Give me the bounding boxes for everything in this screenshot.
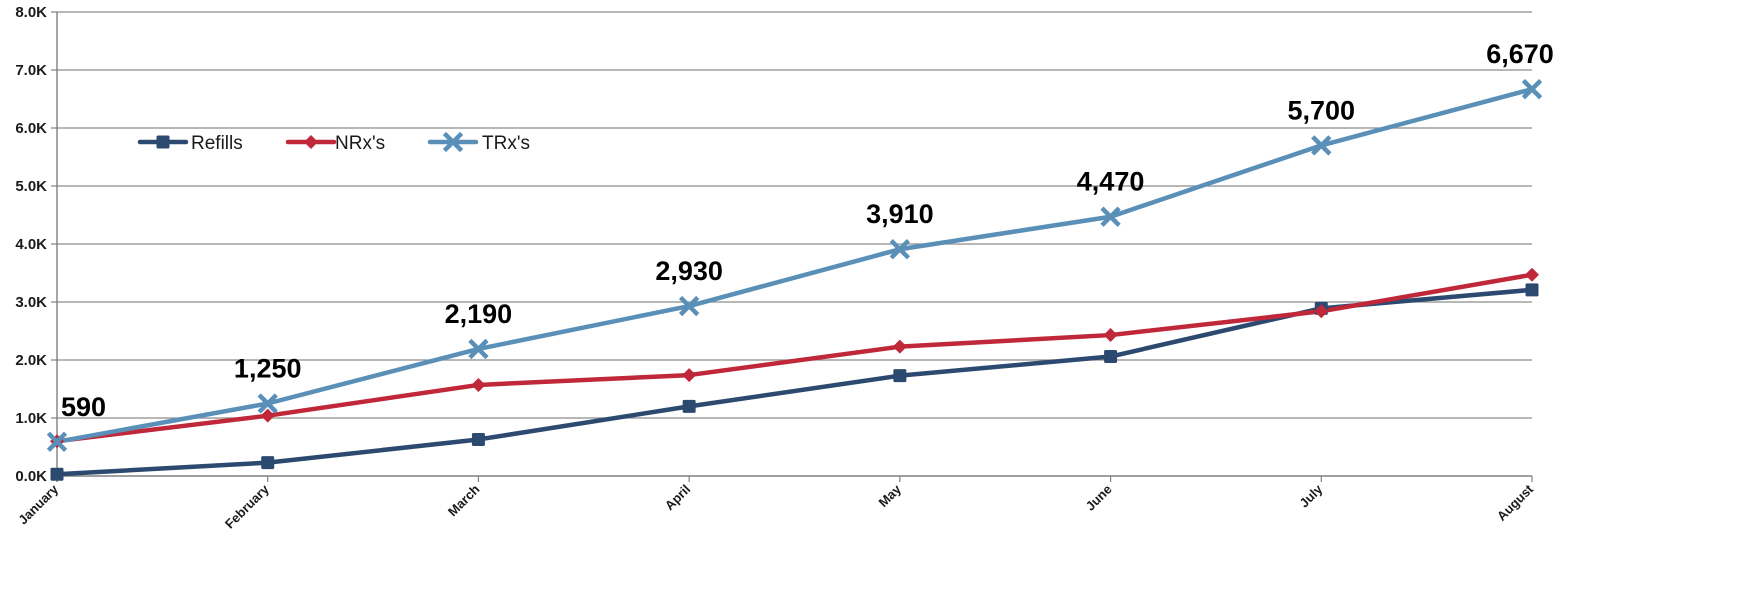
x-tick-label: February (222, 481, 272, 531)
data-point-nrx-s (1525, 267, 1539, 282)
legend-marker (304, 135, 318, 149)
data-point-trx-s (1311, 135, 1332, 156)
y-tick-label: 8.0K (15, 4, 47, 21)
y-tick-label: 4.0K (15, 236, 47, 253)
legend: Refills NRx's TRx's (137, 131, 530, 154)
data-label: 2,190 (445, 299, 513, 329)
legend-marker (156, 135, 170, 149)
x-tick-label: May (875, 481, 904, 510)
data-point-nrx-s (1314, 304, 1329, 319)
data-point-nrx-s (892, 339, 907, 354)
y-tick-label: 7.0K (15, 62, 47, 79)
x-tick-label: March (445, 481, 483, 519)
gridlines (57, 11, 1532, 477)
y-tick-label: 6.0K (15, 120, 47, 137)
legend-entry-label: Refills (191, 133, 243, 154)
data-point-nrx-s (682, 368, 697, 383)
x-tick-label: January (15, 481, 61, 527)
data-label: 6,670 (1486, 39, 1554, 69)
data-point-nrx-s (471, 377, 486, 392)
data-point-trx-s (257, 393, 278, 414)
data-point-trx-s (678, 295, 700, 317)
legend-entry-label: TRx's (482, 133, 530, 154)
y-tick-label: 0.0K (15, 468, 47, 485)
data-point-refills (1525, 283, 1539, 297)
data-point-refills (471, 432, 485, 446)
data-label: 5,700 (1287, 95, 1355, 125)
x-tick-label: August (1494, 481, 1537, 524)
series-markers (46, 78, 1543, 481)
y-tick-label: 2.0K (15, 352, 47, 369)
data-point-nrx-s (260, 408, 275, 423)
data-label: 4,470 (1077, 167, 1145, 197)
series-line-nrx-s (54, 272, 1535, 444)
data-label: 590 (61, 392, 106, 422)
x-tick-label: April (662, 482, 694, 514)
data-point-refills (261, 456, 275, 470)
data-point-refills (1104, 350, 1118, 364)
y-tick-label: 1.0K (15, 410, 47, 427)
data-label: 2,930 (655, 256, 723, 286)
series-lines (54, 86, 1535, 477)
data-labels: 590 1,250 2,190 2,930 3,910 4,470 5,700 6,670 (61, 39, 1554, 422)
data-point-nrx-s (1103, 328, 1118, 343)
data-point-trx-s (1521, 78, 1543, 100)
axes: 0.0K 1.0K 2.0K 3.0K 4.0K 5.0K 6.0K 7.0K 8.0K Janu… (15, 4, 1536, 531)
y-tick-label: 5.0K (15, 178, 47, 195)
series-line-trx-s (54, 86, 1535, 445)
x-tick-label: July (1296, 481, 1326, 511)
data-point-trx-s (46, 431, 68, 452)
legend-entry-label: NRx's (335, 133, 385, 154)
data-point-refills (50, 467, 64, 481)
data-label: 3,910 (866, 199, 934, 229)
data-point-trx-s (468, 338, 489, 360)
data-point-refills (682, 399, 696, 413)
data-point-refills (893, 369, 907, 383)
y-tick-label: 3.0K (15, 294, 47, 311)
data-label: 1,250 (234, 354, 302, 384)
x-tick-label: June (1083, 482, 1115, 514)
data-point-trx-s (889, 239, 911, 260)
data-point-trx-s (1100, 206, 1121, 227)
legend-marker (442, 131, 464, 153)
